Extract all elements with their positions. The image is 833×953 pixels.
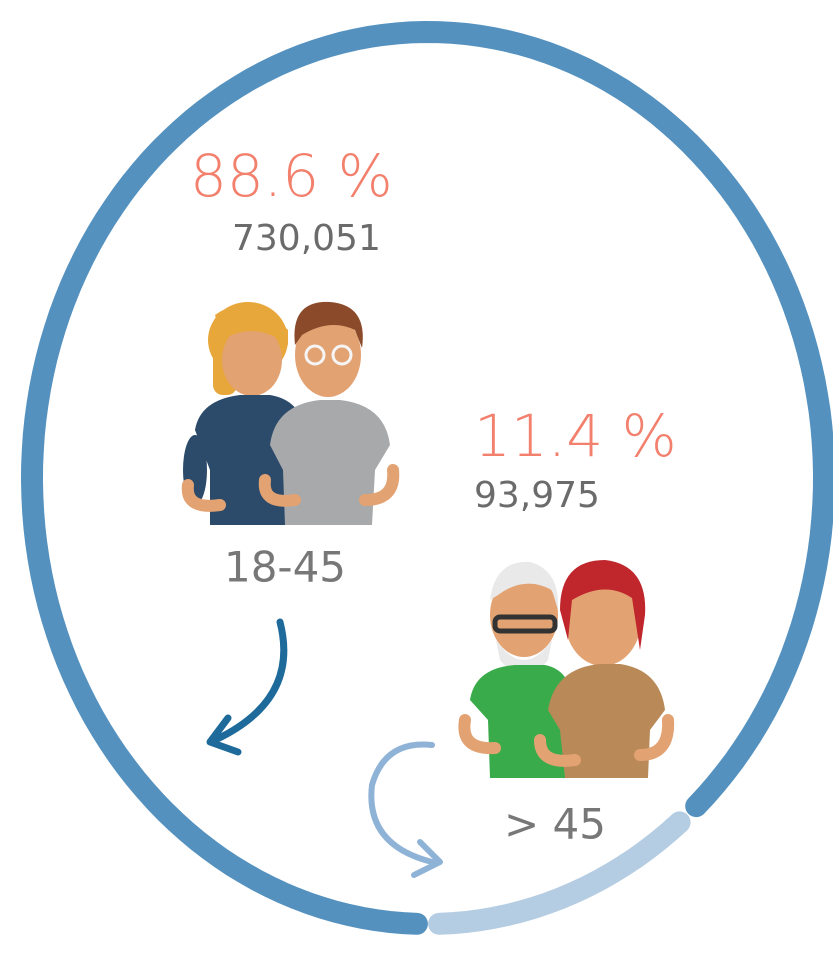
category-label: > 45 [504,800,606,849]
arrow-cycle [371,745,440,876]
percent-label: 88.6 % [190,142,393,210]
people-icon-senior [464,560,668,778]
chart: 88.6 % 730,051 18-45 11.4 % 93,975 > 45 [0,0,833,953]
category-label: 18-45 [224,543,346,592]
percent-label: 11.4 % [474,402,677,470]
count-label: 730,051 [232,218,381,259]
arrow-down [210,622,284,752]
count-label: 93,975 [474,475,600,516]
donut-segment [32,32,824,924]
page: {"chart_data": {"type": "donut", "catego… [0,0,833,953]
people-icon-young [183,302,393,525]
